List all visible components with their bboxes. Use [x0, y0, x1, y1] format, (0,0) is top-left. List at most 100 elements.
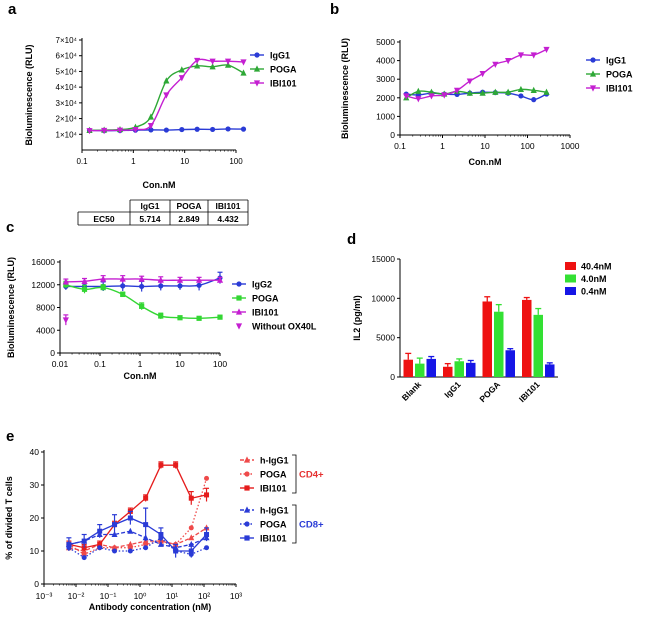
- group-bracket: CD8+: [292, 504, 324, 544]
- data-point: [209, 63, 216, 70]
- data-point: [127, 527, 134, 534]
- y-tick-label: 7×10⁴: [56, 36, 78, 45]
- legend-entry: IBI101: [586, 84, 633, 94]
- data-point: [194, 62, 201, 69]
- bar: [403, 359, 413, 377]
- y-tick-label: 6×10⁴: [56, 52, 78, 61]
- data-point: [163, 127, 169, 133]
- data-point: [163, 92, 170, 99]
- data-point: [62, 278, 69, 285]
- data-point: [530, 52, 537, 59]
- data-point: [173, 462, 179, 468]
- data-point: [225, 126, 231, 132]
- y-tick-label: 3000: [376, 74, 395, 84]
- data-point: [415, 96, 422, 103]
- y-axis-label: IL2 (pg/ml): [352, 295, 362, 341]
- series-e-1: [66, 475, 210, 557]
- series-e-5: [66, 507, 210, 558]
- data-point: [163, 77, 170, 84]
- data-point: [143, 545, 149, 551]
- series-line: [68, 464, 207, 549]
- legend-entry: POGA: [250, 65, 297, 75]
- data-point: [492, 88, 499, 95]
- data-point: [518, 93, 524, 99]
- legend-entry: 4.0nM: [565, 274, 607, 284]
- legend-entry: POGA: [240, 470, 287, 480]
- data-point: [120, 283, 126, 289]
- y-tick-label: 12000: [31, 280, 55, 290]
- x-tick-label: 10⁻¹: [100, 591, 117, 601]
- data-point: [127, 548, 133, 554]
- data-point: [195, 276, 203, 283]
- data-point: [132, 126, 139, 134]
- legend-marker: [589, 85, 597, 92]
- series-line: [68, 478, 208, 556]
- x-tick-label: POGA: [477, 379, 502, 404]
- x-tick-label: 0.1: [394, 141, 406, 151]
- legend-entry: IBI101: [250, 79, 297, 89]
- series-line: [68, 517, 208, 552]
- bar: [522, 299, 532, 377]
- legend-entry: IgG1: [250, 51, 290, 61]
- legend-entry: IgG1: [586, 56, 626, 66]
- series-e-2: [66, 461, 210, 551]
- data-point: [216, 276, 224, 283]
- legend-label: POGA: [270, 65, 297, 75]
- x-tick-label: 1: [440, 141, 445, 151]
- table-header-cell: IBI101: [215, 201, 240, 211]
- data-point: [178, 75, 185, 82]
- legend-marker: [236, 281, 242, 287]
- legend-label: IBI101: [260, 484, 287, 494]
- x-tick-label: 0.01: [52, 359, 69, 369]
- y-tick-label: 5000: [376, 37, 395, 47]
- legend-marker: [244, 471, 250, 477]
- legend-label: h-IgG1: [260, 506, 289, 516]
- legend-label: POGA: [260, 520, 287, 530]
- legend-entry: POGA: [232, 294, 279, 304]
- legend-entry: POGA: [586, 70, 633, 80]
- y-tick-label: 15000: [371, 254, 395, 264]
- legend-marker: [253, 80, 261, 87]
- x-axis-label: Con.nM: [469, 157, 502, 167]
- x-axis-label: Antibody concentration (nM): [89, 602, 212, 612]
- x-tick-label: 10⁰: [134, 591, 147, 601]
- y-axis-label: Bioluminescence (RLU): [340, 38, 350, 139]
- table-header-cell: POGA: [176, 201, 201, 211]
- x-tick-label: 0.1: [76, 157, 88, 166]
- data-point: [466, 78, 473, 85]
- legend-label: POGA: [260, 470, 287, 480]
- data-point: [86, 128, 93, 135]
- legend-entry: IBI101: [240, 534, 287, 544]
- data-point: [415, 87, 422, 94]
- legend-entry: IBI101: [232, 308, 279, 318]
- data-point: [62, 317, 69, 324]
- y-tick-label: 40: [30, 447, 40, 457]
- data-point: [158, 313, 164, 319]
- data-point: [147, 113, 155, 120]
- legend-label: IgG1: [270, 51, 290, 61]
- y-tick-label: 8000: [36, 303, 55, 313]
- y-tick-label: 2000: [376, 93, 395, 103]
- x-tick-label: 100: [213, 359, 227, 369]
- data-point: [492, 61, 499, 68]
- y-tick-label: 0: [34, 579, 39, 589]
- series-b-2: [403, 46, 550, 103]
- legend-entry: 40.4nM: [565, 262, 612, 272]
- data-point: [81, 538, 87, 544]
- bar: [482, 301, 492, 377]
- legend-label: IBI101: [606, 84, 633, 94]
- data-point: [204, 492, 210, 498]
- legend-entry: 0.4nM: [565, 287, 607, 297]
- legend-label: POGA: [606, 70, 633, 80]
- legend-label: 40.4nM: [581, 262, 612, 272]
- legend-swatch: [565, 274, 576, 283]
- data-point: [188, 525, 194, 531]
- legend-marker: [589, 70, 597, 77]
- data-point: [119, 275, 126, 282]
- y-tick-label: 2×10⁴: [56, 115, 78, 124]
- data-point: [81, 555, 87, 561]
- y-tick-label: 4×10⁴: [56, 83, 78, 92]
- group-label: CD8+: [299, 520, 324, 531]
- bar: [454, 361, 464, 377]
- y-tick-label: 30: [30, 480, 40, 490]
